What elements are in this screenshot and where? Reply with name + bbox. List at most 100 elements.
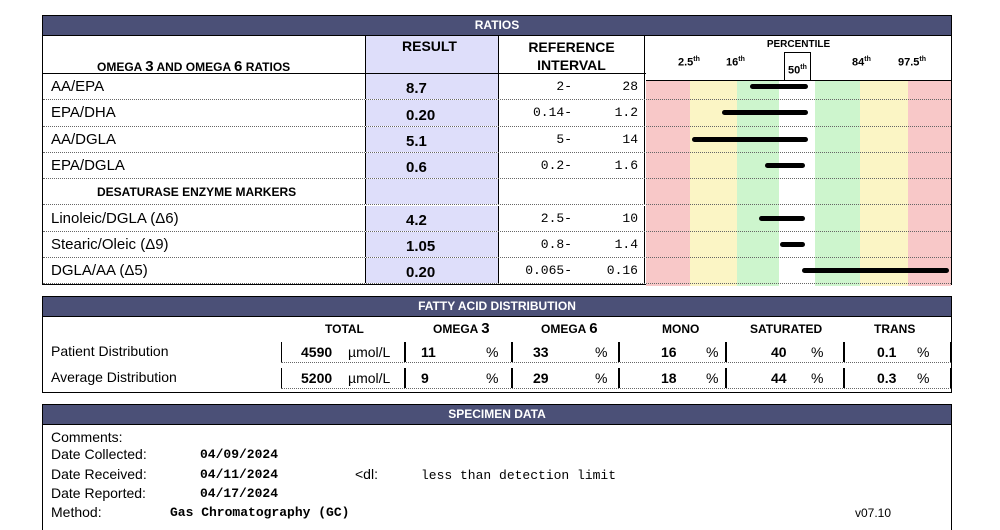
reference-interval: 5- 14	[499, 126, 645, 152]
percentile-band	[646, 80, 690, 286]
ref-high: 1.4	[614, 236, 638, 252]
desaturase-heading: DESATURASE ENZYME MARKERS	[43, 179, 366, 205]
ratio-label: EPA/DHA	[43, 100, 366, 126]
ratio-row: EPA/DGLA 0.6 0.2- 1.6	[43, 152, 951, 180]
patient-omega6-unit: %	[595, 344, 608, 360]
patient-total-unit: µmol/L	[348, 344, 391, 360]
reported-label: Date Reported:	[51, 485, 146, 501]
ratio-row: Stearic/Oleic (Δ9) 1.05 0.8- 1.4	[43, 231, 951, 259]
method-value: Gas Chromatography (GC)	[170, 505, 350, 520]
ratio-row: EPA/DHA 0.20 0.14- 1.2	[43, 100, 951, 127]
ratio-result: 0.6	[366, 152, 499, 179]
patient-saturated-value: 40	[771, 344, 787, 360]
tick-97-5: 97.5th	[898, 56, 927, 69]
collected-date: 04/09/2024	[200, 447, 279, 462]
ratios-section: RATIOS OMEGA 3 AND OMEGA 6 RATIOS RESULT…	[42, 15, 952, 286]
average-mono-cell	[619, 368, 726, 388]
ratio-result: 8.7	[366, 74, 499, 100]
average-mono-unit: %	[706, 370, 719, 386]
ratio-result: 0.20	[366, 258, 499, 284]
patient-omega3-unit: %	[486, 344, 499, 360]
collected-label: Date Collected:	[51, 446, 147, 462]
col-total: TOTAL	[325, 322, 364, 336]
desaturase-heading-row: DESATURASE ENZYME MARKERS	[43, 179, 951, 206]
col-trans: TRANS	[874, 322, 916, 336]
tick-2-5: 2.5th	[678, 56, 700, 69]
reference-interval: 0.065- 0.16	[499, 258, 645, 284]
row-divider	[281, 362, 951, 363]
average-total-unit: µmol/L	[348, 370, 391, 386]
reference-interval: 2.5- 10	[499, 205, 645, 231]
average-omega3-cell	[405, 368, 512, 388]
percentile-bar	[764, 163, 805, 169]
ref-low: 0.14-	[532, 105, 572, 121]
ref-low: 0.065-	[525, 263, 572, 279]
reported-date: 04/17/2024	[200, 486, 279, 501]
patient-saturated-cell	[726, 342, 844, 362]
ratio-row: DGLA/AA (Δ5) 0.20 0.065- 0.16	[43, 258, 951, 285]
patient-omega6-value: 33	[533, 344, 549, 360]
ratio-result: 4.2	[366, 205, 499, 231]
percentile-title: PERCENTILE	[766, 39, 831, 50]
percentile-bar	[758, 215, 805, 221]
average-trans-cell	[844, 368, 951, 388]
percentile-band	[860, 80, 908, 286]
fatty-acid-header: FATTY ACID DISTRIBUTION	[43, 297, 951, 317]
patient-trans-value: 0.1	[877, 344, 897, 360]
ratio-label: AA/DGLA	[43, 126, 366, 152]
ref-high: 1.6	[614, 157, 638, 173]
version-label: v07.10	[855, 506, 892, 520]
reference-cell	[499, 179, 645, 205]
tick-84: 84th	[852, 56, 871, 69]
percentile-header: PERCENTILE 2.5th 16th 50th 84th 97.5th	[646, 36, 951, 81]
col-saturated: SATURATED	[750, 322, 823, 336]
average-trans-value: 0.3	[877, 370, 897, 386]
patient-total-value: 4590	[301, 344, 333, 360]
received-label: Date Received:	[51, 466, 147, 482]
ratio-result: 1.05	[366, 231, 499, 258]
average-distribution-label: Average Distribution	[51, 369, 177, 385]
specimen-header: SPECIMEN DATA	[43, 405, 951, 425]
specimen-section: SPECIMEN DATA Comments: Date Collected: …	[42, 404, 952, 530]
ratio-label: EPA/DGLA	[43, 152, 366, 179]
tick-16: 16th	[726, 56, 745, 69]
method-label: Method:	[51, 504, 102, 520]
average-total-cell	[281, 368, 405, 388]
average-omega6-value: 29	[533, 370, 549, 386]
col-omega3: OMEGA 3	[433, 320, 490, 337]
average-omega6-unit: %	[595, 370, 608, 386]
patient-trans-unit: %	[917, 344, 930, 360]
reference-interval-heading: REFERENCE INTERVAL	[499, 36, 645, 73]
average-saturated-unit: %	[811, 370, 824, 386]
patient-distribution-label: Patient Distribution	[51, 343, 169, 359]
fatty-acid-section: FATTY ACID DISTRIBUTION TOTAL OMEGA 3 OM…	[42, 296, 952, 393]
average-total-value: 5200	[301, 370, 333, 386]
percentile-band	[815, 80, 860, 286]
ratio-row: AA/DGLA 5.1 5- 14	[43, 126, 951, 153]
omega-ratios-heading: OMEGA 3 AND OMEGA 6 RATIOS	[43, 36, 366, 75]
patient-saturated-unit: %	[811, 344, 824, 360]
patient-mono-cell	[619, 342, 726, 362]
patient-mono-value: 16	[661, 344, 677, 360]
dl-code: <dl:	[355, 466, 378, 482]
col-mono: MONO	[662, 322, 700, 336]
percentile-chart: PERCENTILE 2.5th 16th 50th 84th 97.5th	[646, 36, 951, 286]
average-omega6-cell	[512, 368, 619, 388]
ref-high: 28	[622, 79, 638, 94]
average-saturated-value: 44	[771, 370, 787, 386]
ratio-label: DGLA/AA (Δ5)	[43, 258, 366, 284]
percentile-bar	[691, 136, 808, 142]
reference-interval: 2- 28	[499, 74, 645, 100]
row-divider	[281, 388, 951, 389]
patient-total-cell	[281, 342, 405, 362]
average-saturated-cell	[726, 368, 844, 388]
percentile-bar	[722, 110, 808, 116]
ref-high: 1.2	[614, 105, 638, 121]
percentile-band	[908, 80, 951, 286]
ref-low: 2.5-	[540, 210, 572, 226]
ratio-label: AA/EPA	[43, 74, 366, 100]
ratio-row: AA/EPA 8.7 2- 28	[43, 74, 951, 101]
ratios-header: RATIOS	[43, 16, 951, 36]
average-omega3-value: 9	[421, 370, 429, 386]
ref-high: 0.16	[606, 263, 638, 279]
